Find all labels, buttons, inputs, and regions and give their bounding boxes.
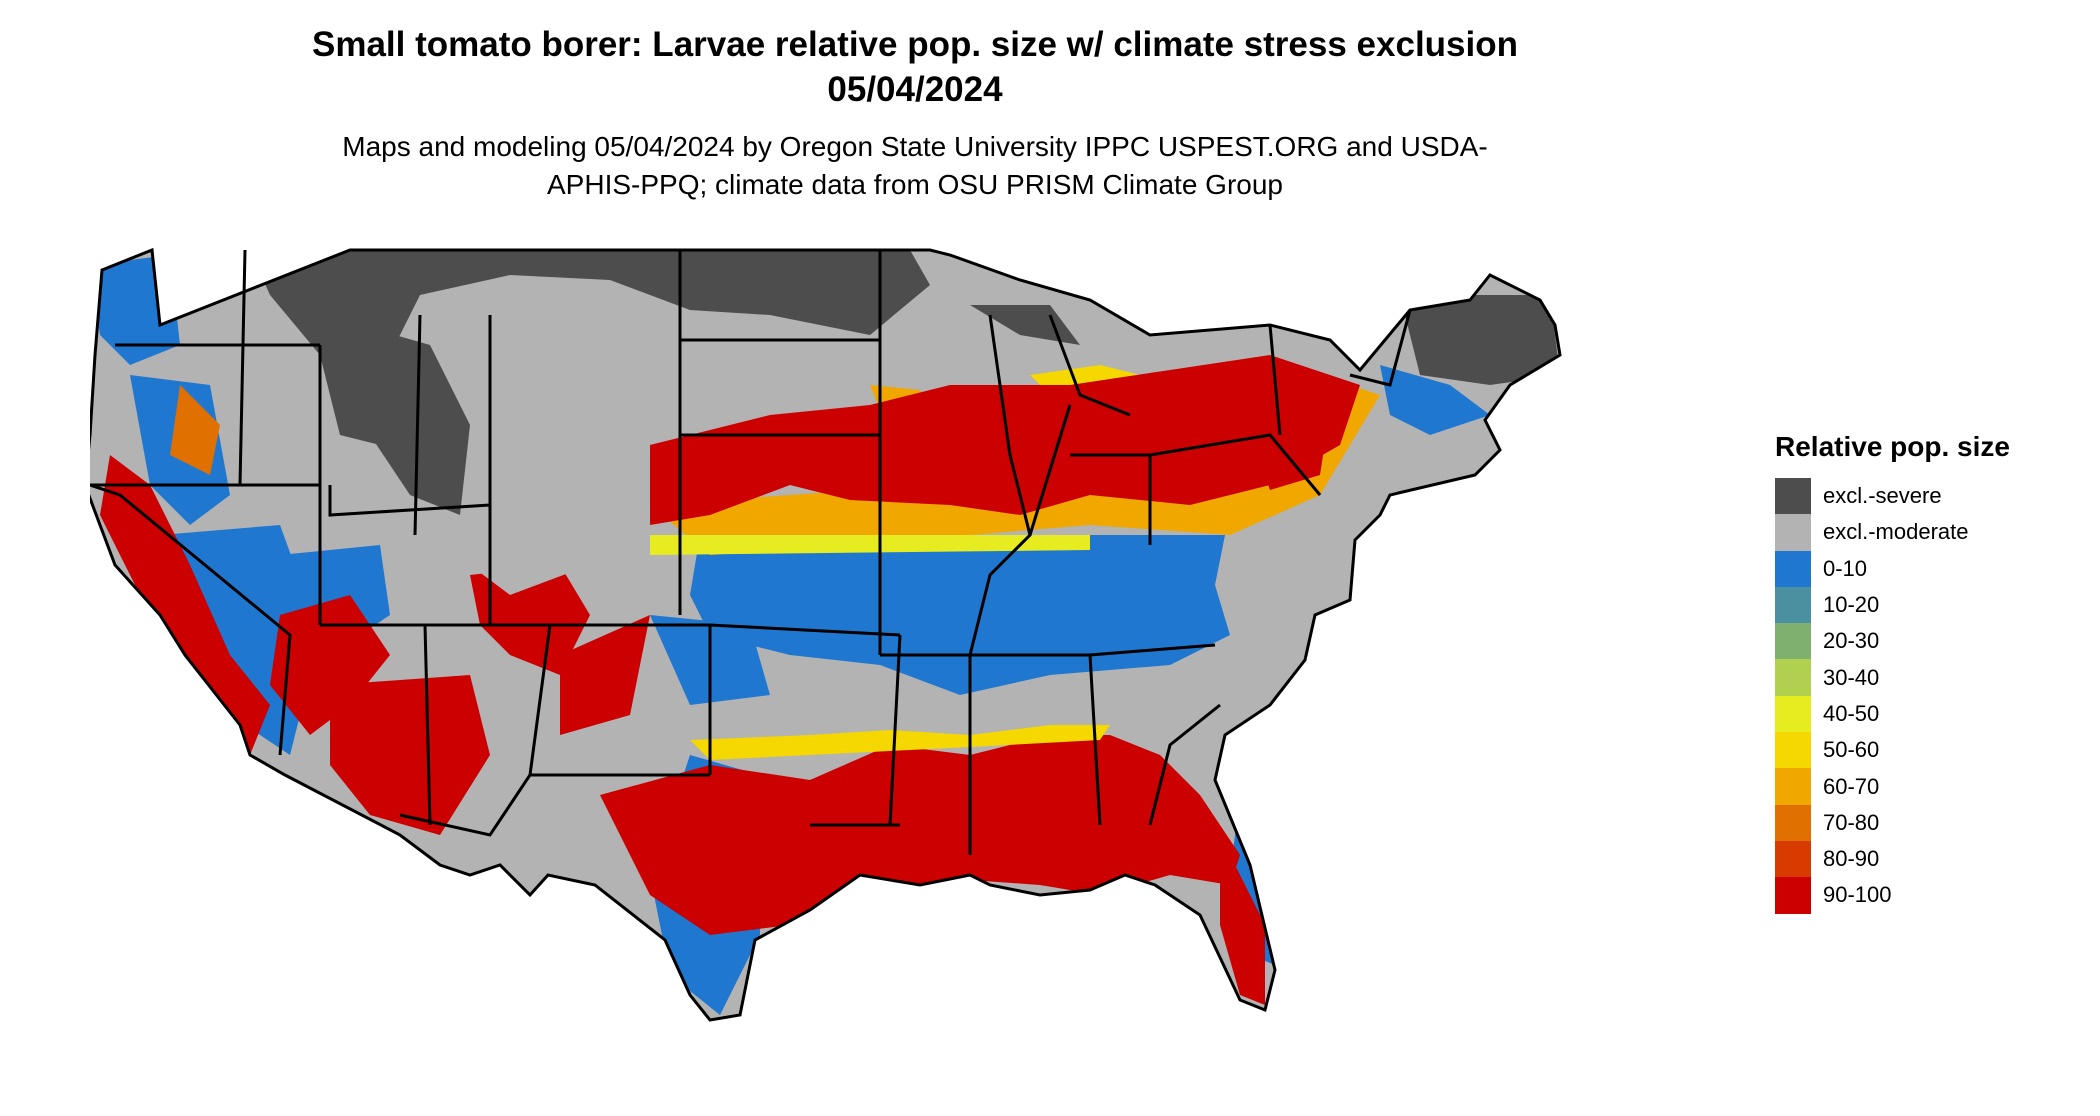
legend-label: excl.-moderate — [1823, 519, 1969, 545]
legend-swatch — [1775, 804, 1811, 841]
legend-item: 20-30 — [1775, 623, 2075, 660]
legend-label: 40-50 — [1823, 700, 1880, 726]
legend-item: 40-50 — [1775, 695, 2075, 733]
legend-swatch — [1775, 623, 1811, 660]
legend-swatch — [1775, 768, 1811, 805]
legend-label: 50-60 — [1823, 737, 1880, 763]
legend-item: excl.-severe — [1775, 478, 2075, 515]
state-boundaries — [90, 247, 1562, 1022]
legend-title: Relative pop. size — [1775, 431, 2010, 462]
legend-label: 70-80 — [1823, 809, 1880, 835]
legend: Relative pop. size excl.-severe excl.-mod… — [1775, 430, 2075, 914]
legend-label: 10-20 — [1823, 592, 1880, 618]
heatmap-layer — [90, 250, 1560, 1020]
legend-swatch — [1775, 550, 1811, 587]
legend-label: 60-70 — [1823, 773, 1880, 799]
legend-item: excl.-moderate — [1775, 514, 2075, 551]
legend-swatch — [1775, 478, 1811, 515]
legend-label: 90-100 — [1823, 882, 1892, 908]
legend-label: excl.-severe — [1823, 483, 1942, 509]
legend-item: 30-40 — [1775, 659, 2075, 696]
legend-swatch — [1775, 732, 1811, 769]
legend-swatch — [1775, 659, 1811, 696]
legend-label: 80-90 — [1823, 846, 1880, 872]
legend-swatch — [1775, 514, 1811, 551]
legend-item: 10-20 — [1775, 586, 2075, 624]
us-population-map — [90, 247, 1562, 1022]
map-title: Small tomato borer: Larvae relative pop.… — [311, 25, 1518, 109]
legend-item: 70-80 — [1775, 804, 2075, 841]
legend-item: 60-70 — [1775, 768, 2075, 805]
legend-swatch — [1775, 586, 1811, 624]
legend-label: 20-30 — [1823, 628, 1880, 654]
legend-item: 80-90 — [1775, 840, 2075, 878]
legend-item: 0-10 — [1775, 550, 2075, 587]
legend-item: 50-60 — [1775, 732, 2075, 769]
legend-items: excl.-severe excl.-moderate 0-10 10-20 20-30… — [1775, 478, 2075, 914]
map-subtitle: Maps and modeling 05/04/2024 by Oregon S… — [342, 131, 1488, 200]
legend-item: 90-100 — [1775, 877, 2075, 914]
legend-swatch — [1775, 695, 1811, 733]
legend-swatch — [1775, 877, 1811, 914]
legend-label: 0-10 — [1823, 555, 1868, 581]
legend-swatch — [1775, 840, 1811, 878]
legend-label: 30-40 — [1823, 664, 1880, 690]
